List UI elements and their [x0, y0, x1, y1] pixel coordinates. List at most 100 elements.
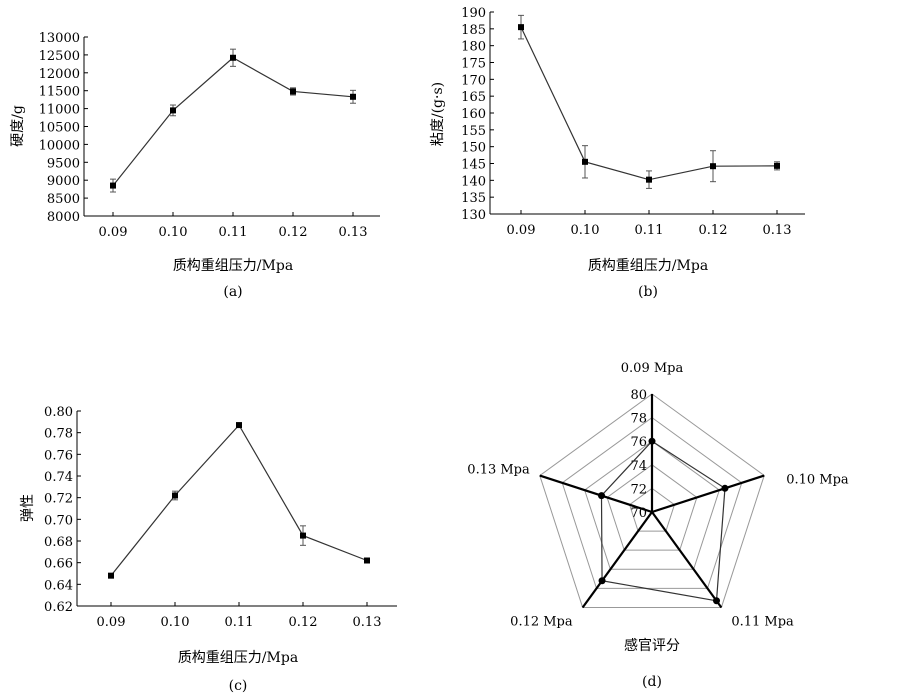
caption-c: (c)	[229, 678, 248, 694]
radar-axis-label: 0.09 Mpa	[621, 361, 684, 376]
a-ytick-label: 13000	[39, 31, 80, 46]
a-data-point	[290, 88, 296, 95]
xlabel-viscosity: 质构重组压力/Mpa	[588, 258, 708, 274]
b-ytick-label: 175	[461, 57, 486, 72]
a-ytick-label: 10500	[39, 121, 80, 136]
radar-grid-ring	[539, 393, 765, 608]
b-data-point	[518, 24, 524, 31]
radar-data-point	[597, 492, 605, 500]
c-ytick-label: 0.70	[44, 513, 73, 528]
c-ytick-label: 0.80	[44, 405, 73, 420]
a-ytick-label: 9500	[47, 156, 80, 171]
c-xtick-label: 0.10	[161, 615, 190, 630]
a-ytick-label: 10000	[39, 138, 80, 153]
b-ytick-label: 160	[461, 107, 486, 122]
xlabel-elasticity: 质构重组压力/Mpa	[178, 650, 298, 666]
b-ytick-label: 140	[461, 174, 486, 189]
a-xtick-label: 0.09	[99, 225, 128, 240]
ylabel-hardness: 硬度/g	[10, 105, 26, 147]
a-ytick-label: 11500	[39, 85, 80, 100]
ylabel-elasticity: 弹性	[20, 494, 36, 522]
xlabel-hardness: 质构重组压力/Mpa	[173, 258, 293, 274]
radar-axis-label: 0.10 Mpa	[786, 473, 849, 488]
radar-spoke	[651, 474, 765, 514]
c-data-point	[300, 532, 306, 539]
radar-grid-ring	[584, 440, 720, 570]
b-ytick-label: 190	[461, 6, 486, 21]
radar-spoke	[581, 511, 653, 609]
c-xtick-label: 0.13	[353, 615, 382, 630]
b-ytick-label: 145	[461, 158, 486, 173]
a-xtick-label: 0.12	[279, 225, 308, 240]
a-ytick-label: 11000	[39, 103, 80, 118]
radar-axis-label: 0.12 Mpa	[510, 614, 573, 629]
radar-data-point	[648, 437, 656, 445]
c-xtick-label: 0.11	[225, 615, 254, 630]
b-ytick-label: 150	[461, 141, 486, 156]
c-xtick-label: 0.12	[289, 615, 318, 630]
c-data-point	[108, 572, 114, 579]
radar-data-point	[721, 484, 729, 492]
radar-axis-label: 0.13 Mpa	[467, 463, 530, 478]
a-xtick-label: 0.13	[339, 225, 368, 240]
radar-tick-label: 74	[630, 459, 647, 474]
b-ytick-label: 165	[461, 90, 486, 105]
radar-title: 感官评分	[624, 637, 680, 654]
c-ytick-label: 0.62	[44, 600, 73, 615]
b-xtick-label: 0.12	[699, 223, 728, 238]
c-ytick-label: 0.66	[44, 557, 73, 572]
radar-series-line	[600, 440, 726, 602]
a-ytick-label: 12000	[39, 67, 80, 82]
c-data-point	[172, 492, 178, 499]
a-data-point	[230, 54, 236, 61]
b-ytick-label: 135	[461, 191, 486, 206]
a-ytick-label: 8500	[47, 192, 80, 207]
radar-spoke	[539, 474, 653, 514]
b-data-point	[646, 176, 652, 183]
ylabel-viscosity: 粘度/(g·s)	[430, 82, 446, 146]
c-data-point	[364, 557, 370, 564]
b-xtick-label: 0.13	[763, 223, 792, 238]
c-xtick-label: 0.09	[97, 615, 126, 630]
c-ytick-label: 0.76	[44, 448, 73, 463]
radar-grid-ring	[628, 487, 676, 532]
b-xtick-label: 0.10	[571, 223, 600, 238]
radar-tick-label: 78	[630, 412, 647, 427]
radar-spoke	[651, 511, 723, 609]
radar-data-point	[713, 597, 721, 605]
c-data-point	[236, 422, 242, 429]
caption-a: (a)	[223, 284, 242, 300]
b-xtick-label: 0.11	[635, 223, 664, 238]
b-ytick-label: 170	[461, 73, 486, 88]
a-ytick-label: 8000	[47, 210, 80, 225]
c-ytick-label: 0.78	[44, 427, 73, 442]
caption-d: (d)	[642, 674, 662, 690]
radar-axis-label: 0.11 Mpa	[731, 614, 794, 629]
b-data-point	[710, 163, 716, 170]
radar-grid-ring	[561, 416, 743, 589]
b-ytick-label: 155	[461, 124, 486, 139]
c-ytick-label: 0.72	[44, 492, 73, 507]
radar-tick-label: 70	[630, 506, 647, 521]
b-xtick-label: 0.09	[507, 223, 536, 238]
a-data-point	[170, 107, 176, 114]
c-ytick-label: 0.64	[44, 578, 73, 593]
b-ytick-label: 185	[461, 23, 486, 38]
radar-tick-label: 80	[630, 388, 647, 403]
a-xtick-label: 0.10	[159, 225, 188, 240]
a-data-point	[110, 182, 116, 189]
b-data-point	[774, 162, 780, 169]
a-xtick-label: 0.11	[219, 225, 248, 240]
a-data-point	[350, 93, 356, 100]
c-ytick-label: 0.68	[44, 535, 73, 550]
b-data-point	[582, 158, 588, 165]
radar-data-point	[598, 577, 606, 585]
radar-tick-label: 76	[630, 435, 647, 450]
a-ytick-label: 9000	[47, 174, 80, 189]
caption-b: (b)	[638, 284, 658, 300]
a-ytick-label: 12500	[39, 49, 80, 64]
